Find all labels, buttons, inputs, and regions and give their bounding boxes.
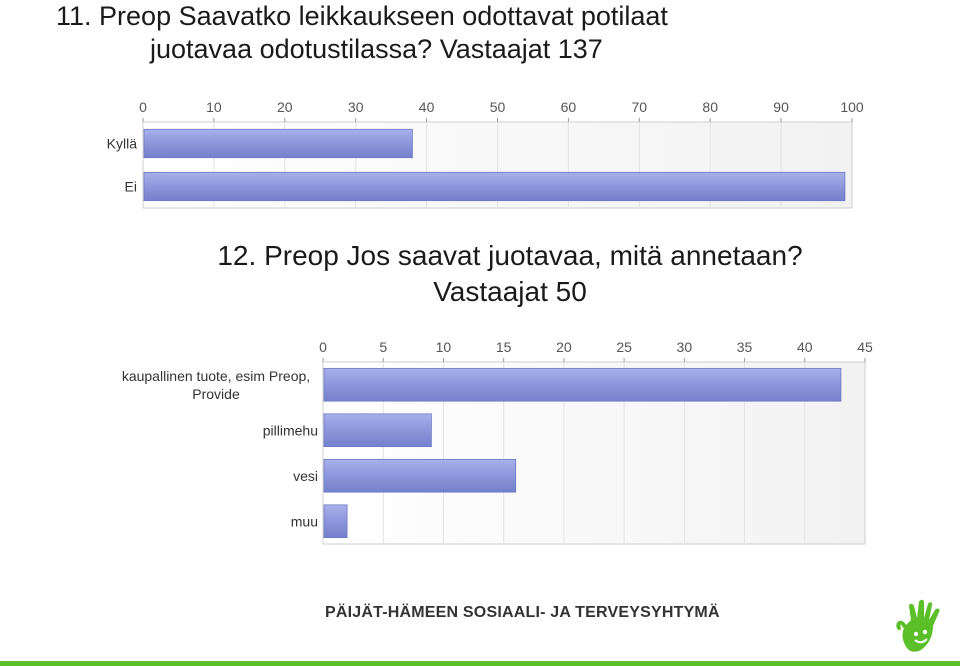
chart2: 0 5 10 15 20 25 30 35 40 45 kaupallinen tuote, esi… [122,339,873,545]
chart1-bar [143,171,846,202]
chart2-tick-label: 40 [797,339,813,355]
chart1-category-label-line: Kyllä [107,136,138,152]
chart1-bar [143,128,413,159]
chart2-tick-label: 30 [677,339,693,355]
chart2-category-label-line: vesi [293,468,318,484]
chart2-tick-label: 25 [616,339,632,355]
chart1-category-label: Ei [125,179,137,195]
chart2-category-label-line: pillimehu [263,422,318,438]
chart2-bar [323,504,348,539]
chart2-category-label: pillimehu [263,422,318,438]
chart2-category-label-line: kaupallinen tuote, esim Preop, [122,368,310,384]
chart1-title-line1: 11. Preop Saavatko leikkaukseen odottava… [56,1,668,31]
hand-print-logo-icon [896,599,940,652]
chart2-bar [323,367,842,402]
chart1-tick-label: 70 [632,99,648,115]
chart2-bar [323,413,432,448]
chart2-tick-label: 10 [436,339,452,355]
chart2-tick-label: 35 [737,339,753,355]
chart1-title: 11. Preop Saavatko leikkaukseen odottava… [56,0,856,66]
chart1-tick-label: 50 [490,99,506,115]
chart1-title-line2: juotavaa odotustilassa? Vastaajat 137 [150,34,603,64]
chart1-tick-label: 60 [561,99,577,115]
chart1-tick-label: 90 [773,99,789,115]
chart2-category-label-line: Provide [192,386,240,402]
chart1-category-label: Kyllä [107,136,138,152]
chart2-category-label: vesi [293,468,318,484]
footer-accent-line [0,661,960,666]
footer-organization-name: PÄIJÄT-HÄMEEN SOSIAALI- JA TERVEYSYHTYMÄ [325,604,720,621]
chart2-title-line2: Vastaajat 50 [433,276,587,307]
chart1: 0 10 20 30 40 50 60 70 80 90 100 Kyllä Ei [107,99,864,209]
chart2-tick-label: 0 [319,339,327,355]
chart1-tick-label: 20 [277,99,293,115]
chart1-tick-label: 30 [348,99,364,115]
chart1-tick-label: 0 [139,99,147,115]
chart2-title-line1: 12. Preop Jos saavat juotavaa, mitä anne… [217,240,803,271]
chart1-tick-label: 40 [419,99,435,115]
chart2-tick-label: 45 [857,339,873,355]
chart1-tick-label: 10 [206,99,222,115]
chart1-category-label-line: Ei [125,179,137,195]
chart2-title: 12. Preop Jos saavat juotavaa, mitä anne… [100,238,920,310]
chart2-tick-label: 5 [379,339,387,355]
chart2-category-label: muu [291,513,318,529]
chart1-tick-label: 80 [702,99,718,115]
chart2-bar [323,458,517,493]
chart2-category-label: kaupallinen tuote, esim Preop, Provide [122,368,310,402]
chart1-tick-label: 100 [840,99,864,115]
chart2-tick-label: 15 [496,339,512,355]
chart2-tick-label: 20 [556,339,572,355]
chart2-category-label-line: muu [291,513,318,529]
